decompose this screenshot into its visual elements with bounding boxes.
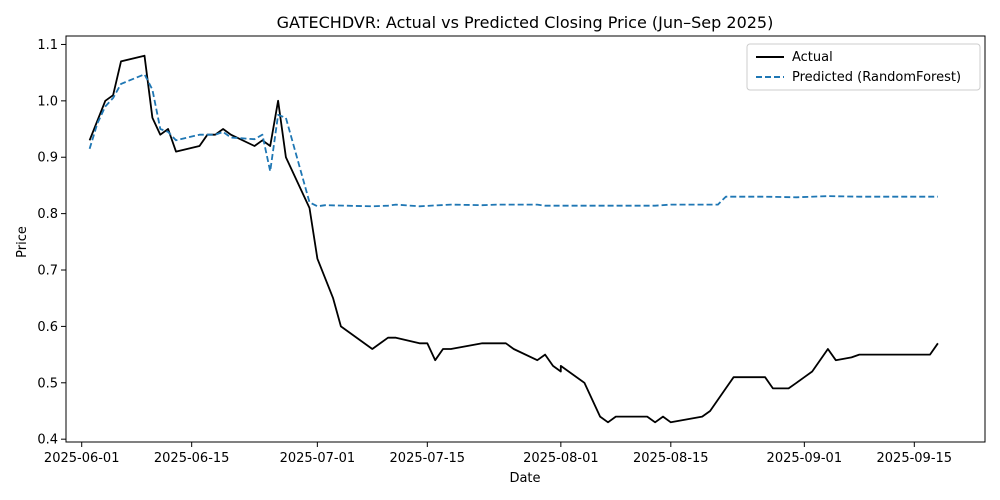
legend: Actual Predicted (RandomForest) <box>746 43 981 91</box>
y-tick-label: 0.9 <box>37 151 58 166</box>
y-tick-label: 0.5 <box>37 376 58 391</box>
x-tick-label: 2025-06-01 <box>44 451 120 466</box>
predicted-series-line <box>88 73 938 208</box>
y-axis-label: Price <box>15 226 30 258</box>
x-tick-label: 2025-09-15 <box>877 451 953 466</box>
chart-title: GATECHDVR: Actual vs Predicted Closing P… <box>277 13 774 32</box>
x-tick-label: 2025-09-01 <box>767 451 843 466</box>
x-tick-label: 2025-07-01 <box>280 451 356 466</box>
plot-frame <box>65 35 986 443</box>
x-tick-label: 2025-08-15 <box>633 451 709 466</box>
x-tick-label: 2025-07-15 <box>390 451 466 466</box>
x-tick-label: 2025-08-01 <box>523 451 599 466</box>
series-layer <box>88 54 939 424</box>
y-tick-label: 1.1 <box>37 38 58 53</box>
legend-label-predicted: Predicted (RandomForest) <box>792 70 961 85</box>
y-axis: 0.4 0.5 0.6 0.7 0.8 0.9 1.0 1.1 <box>37 38 66 448</box>
y-tick-label: 0.6 <box>37 320 58 335</box>
legend-box <box>746 43 981 91</box>
y-tick-label: 0.8 <box>37 207 58 222</box>
x-axis-label: Date <box>509 471 540 486</box>
plot-area <box>65 35 986 443</box>
x-axis: 2025-06-01 2025-06-15 2025-07-01 2025-07-15… <box>44 442 952 466</box>
legend-label-actual: Actual <box>792 50 833 65</box>
y-tick-label: 0.7 <box>37 264 58 279</box>
y-tick-label: 1.0 <box>37 94 58 109</box>
x-tick-label: 2025-06-15 <box>154 451 230 466</box>
y-tick-label: 0.4 <box>37 433 58 448</box>
